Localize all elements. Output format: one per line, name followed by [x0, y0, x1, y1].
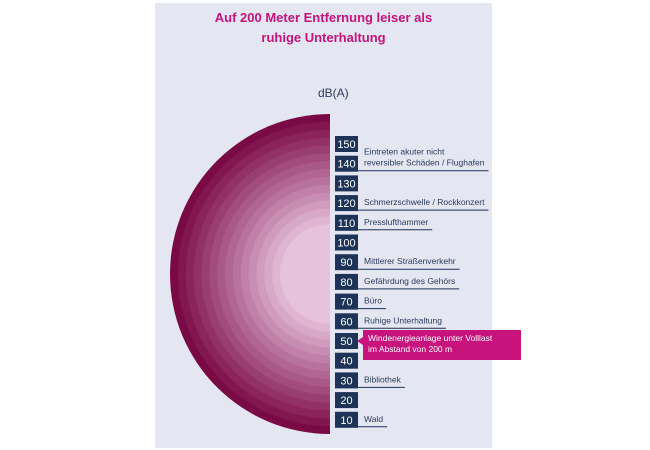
- chart-title: Auf 200 Meter Entfernung leiser als ruhi…: [155, 8, 492, 48]
- level-value-100: 100: [337, 238, 355, 250]
- annotation-label-50-line-1: Windenergieanlage unter Volllast: [368, 333, 493, 343]
- level-value-10: 10: [340, 415, 352, 427]
- level-box-140: [335, 155, 358, 172]
- unit-label: dB(A): [318, 86, 349, 100]
- level-value-50: 50: [340, 336, 352, 348]
- annotation-label-90-line-1: Mittlerer Straßenverkehr: [364, 256, 456, 266]
- level-box-80: [335, 273, 358, 290]
- level-value-110: 110: [338, 218, 356, 230]
- level-box-70: [335, 293, 358, 310]
- level-value-150: 150: [337, 139, 355, 151]
- level-box-150: [335, 136, 358, 152]
- level-box-130: [335, 175, 358, 192]
- level-box-60: [335, 313, 358, 330]
- level-value-80: 80: [340, 277, 352, 289]
- level-value-70: 70: [340, 297, 352, 309]
- level-value-40: 40: [340, 356, 352, 368]
- level-box-30: [335, 372, 358, 389]
- annotation-highlight-box: [363, 330, 521, 360]
- level-value-120: 120: [337, 198, 355, 210]
- annotation-label-50-line-2: im Abstand von 200 m: [368, 344, 452, 354]
- annotation-label-120-line-1: Schmerzschwelle / Rockkonzert: [364, 197, 485, 207]
- annotation-label-10-line-1: Wald: [364, 414, 383, 424]
- annotation-label-150-line-2: reversibler Schäden / Flughafen: [364, 158, 485, 168]
- level-ring-10: [280, 224, 330, 324]
- chart-title-line-1: Auf 200 Meter Entfernung leiser als: [214, 10, 433, 25]
- annotation-label-80-line-1: Gefährdung des Gehörs: [364, 276, 455, 286]
- annotation-label-150-line-1: Eintreten akuter nicht: [364, 147, 445, 157]
- level-box-10: [335, 411, 358, 428]
- level-box-40: [335, 352, 358, 369]
- chart-title-line-2: ruhige Unterhaltung: [261, 30, 386, 45]
- level-box-20: [335, 392, 358, 409]
- annotation-label-30-line-1: Bibliothek: [364, 374, 402, 384]
- level-box-50: [335, 333, 358, 349]
- level-value-60: 60: [340, 316, 352, 328]
- level-value-90: 90: [340, 257, 352, 269]
- level-value-30: 30: [340, 375, 352, 387]
- level-value-130: 130: [337, 178, 355, 190]
- level-box-110: [335, 214, 358, 231]
- level-box-100: [335, 234, 358, 251]
- annotation-pointer: [357, 337, 363, 345]
- annotation-label-70-line-1: Büro: [364, 296, 382, 306]
- annotation-label-110-line-1: Presslufthammer: [364, 217, 428, 227]
- level-box-90: [335, 254, 358, 271]
- level-value-140: 140: [337, 159, 355, 171]
- level-box-120: [335, 195, 358, 212]
- annotation-label-60-line-1: Ruhige Unterhaltung: [364, 315, 442, 325]
- level-value-20: 20: [340, 395, 352, 407]
